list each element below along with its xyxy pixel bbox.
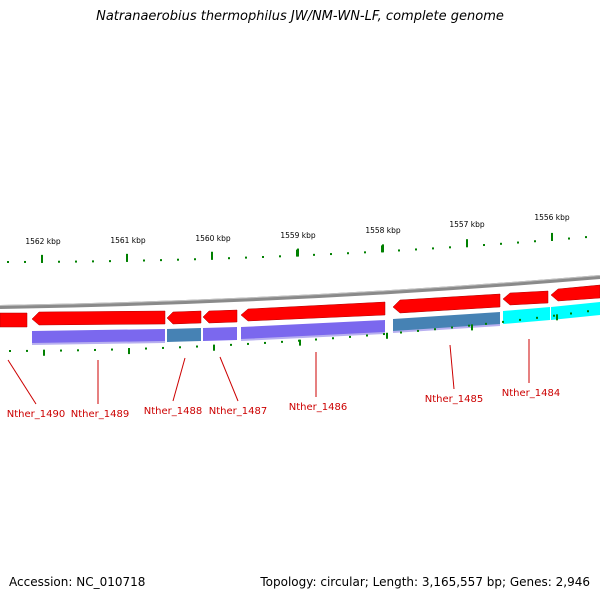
gene-label[interactable]: Nther_1488: [144, 406, 202, 417]
kbp-label: 1556 kbp: [534, 213, 570, 222]
cds-arrow-right-edge[interactable]: [550, 284, 600, 302]
kbp-label: 1562 kbp: [25, 237, 61, 246]
cog-bar-nther-1489: [32, 329, 165, 344]
gene-label[interactable]: Nther_1485: [425, 394, 483, 405]
kbp-label: 1561 kbp: [110, 236, 146, 245]
accession-label: Accession: NC_010718: [9, 575, 146, 589]
genome-backbone: [0, 275, 600, 309]
gene-label[interactable]: Nther_1489: [71, 409, 129, 420]
topology-label: Topology: circular; Length: 3,165,557 bp…: [260, 575, 590, 589]
gene-label[interactable]: Nther_1490: [7, 409, 65, 420]
gene-leader-line: [7, 359, 37, 405]
gene-leader-line: [449, 344, 455, 390]
cds-arrow-nther-1489[interactable]: [31, 310, 166, 326]
gene-leader-line: [172, 357, 186, 402]
cog-bar-nther-1487: [203, 327, 237, 341]
cog-bar-nther-1485: [393, 312, 500, 332]
top-tick-marks: [7, 232, 587, 263]
cog-bar-nther-1488: [167, 328, 201, 342]
cds-arrow-nther-1486[interactable]: [240, 301, 386, 322]
map-title: Natranaerobius thermophilus JW/NM-WN-LF,…: [96, 9, 504, 24]
gene-labels: Nther_1490 Nther_1489 Nther_1488 Nther_1487…: [7, 339, 560, 420]
gene-leader-line: [219, 356, 239, 402]
kbp-labels: 1562 kbp 1561 kbp 1560 kbp 1559 kbp 1558 kbp…: [25, 213, 570, 246]
cds-arrow-nther-1485[interactable]: [392, 293, 501, 314]
kbp-label: 1559 kbp: [280, 231, 316, 240]
cds-arrow-nther-1487[interactable]: [202, 309, 238, 324]
cog-bar-nther-1486: [241, 320, 385, 340]
cog-bar-right-edge: [551, 302, 600, 320]
bottom-tick-marks: [9, 310, 589, 356]
kbp-label: 1560 kbp: [195, 234, 231, 243]
kbp-label: 1557 kbp: [449, 220, 485, 229]
cds-arrow-nther-1488[interactable]: [166, 310, 202, 325]
gene-label[interactable]: Nther_1487: [209, 406, 267, 417]
gene-label[interactable]: Nther_1486: [289, 402, 347, 413]
kbp-label: 1558 kbp: [365, 226, 401, 235]
cog-bar-nther-1484: [503, 307, 550, 324]
cds-arrow-nther-1490[interactable]: [0, 312, 28, 328]
gene-label[interactable]: Nther_1484: [502, 388, 560, 399]
cds-arrow-nther-1484[interactable]: [502, 290, 549, 306]
